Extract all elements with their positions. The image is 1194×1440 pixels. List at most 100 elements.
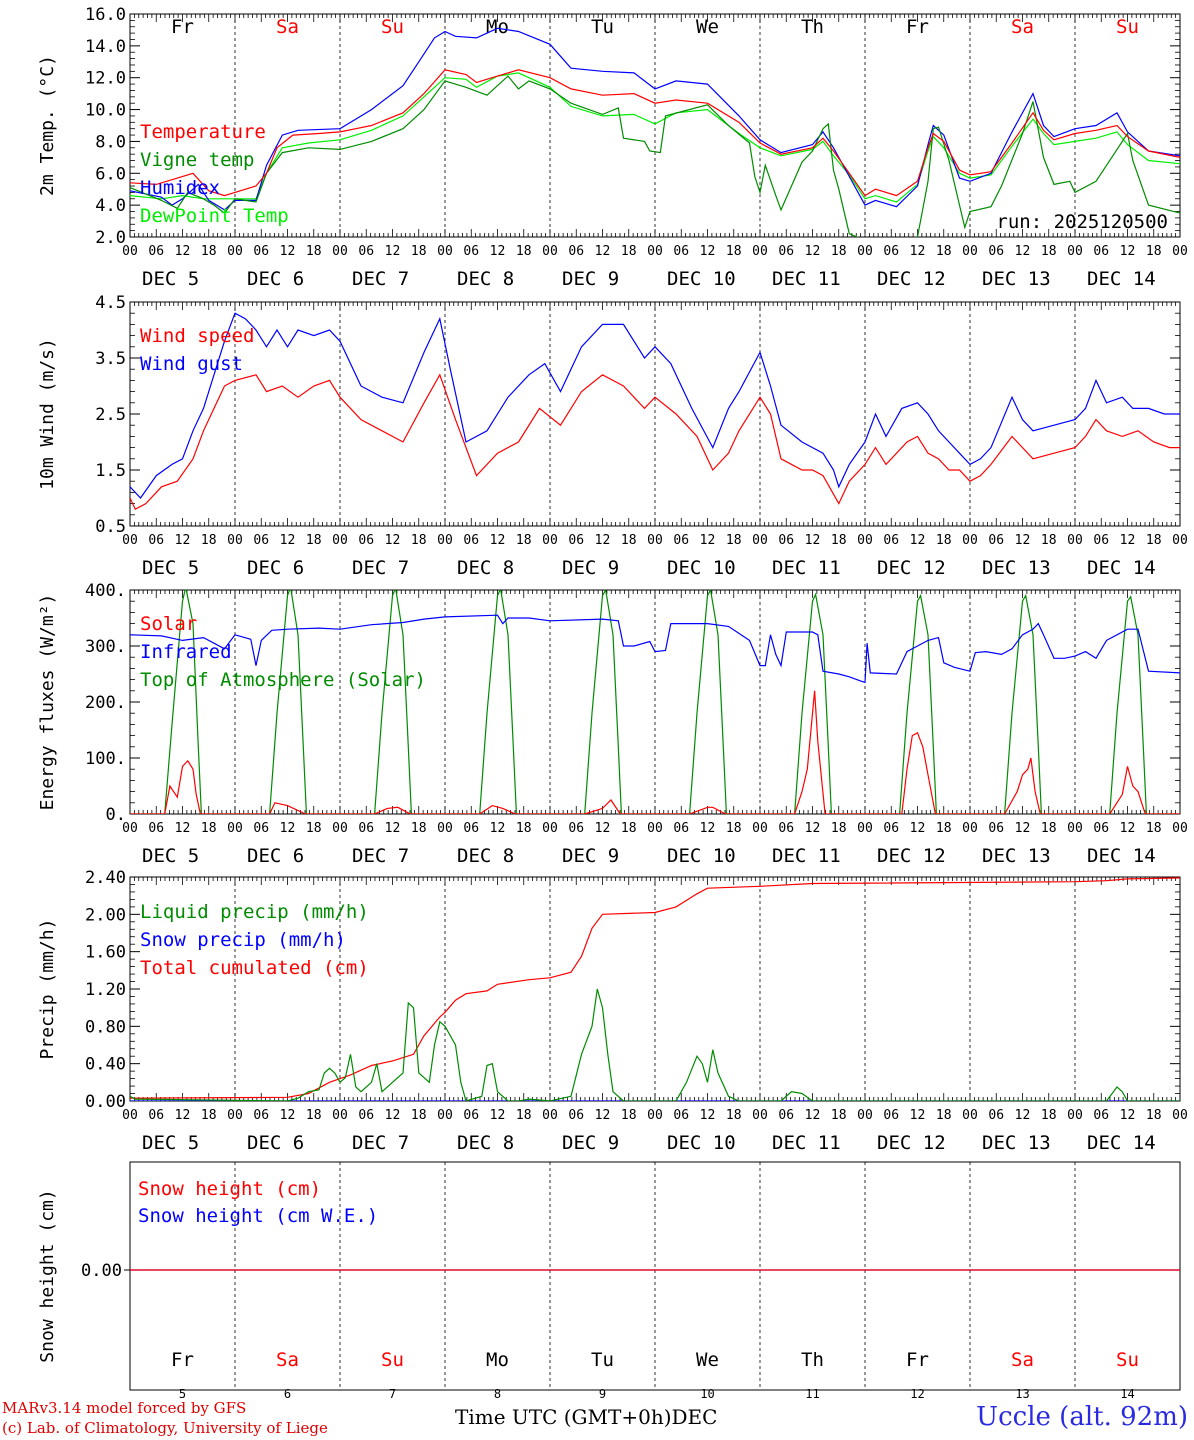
legend-entry: Wind gust [140,353,243,375]
date-label: DEC 12 [877,557,946,579]
date-label: DEC 5 [142,1132,199,1154]
date-label: DEC 14 [1087,557,1156,579]
hour-label: 06 [148,1108,164,1123]
date-label: DEC 9 [562,268,619,290]
hour-label: 18 [201,1108,217,1123]
hour-label: 12 [175,533,191,548]
hour-label: 00 [542,533,558,548]
date-label: DEC 13 [982,845,1051,867]
hour-label: 12 [490,244,506,259]
date-label: DEC 6 [247,268,304,290]
date-label: DEC 11 [772,845,841,867]
hour-label: 12 [910,244,926,259]
hour-label: 00 [857,1108,873,1123]
legend-entry: Vigne temp [140,149,254,171]
hour-label: 00 [1067,244,1083,259]
date-label: DEC 7 [352,557,409,579]
panel-5: 0.00 Fr 5 Sa 6 Su 7 Mo 8 Tu 9 We 10 Th 11 Fr 12 Sa 13 Su 14 S… [37,1161,1181,1401]
plot-frame [129,589,1181,815]
hour-label: 06 [463,1108,479,1123]
hour-label: 12 [385,1108,401,1123]
hour-label: 18 [831,533,847,548]
y-tick-label: 16.0 [85,5,126,25]
hour-label: 12 [700,244,716,259]
date-label: DEC 14 [1087,268,1156,290]
hour-label: 06 [568,533,584,548]
hour-label: 12 [280,533,296,548]
hour-label: 00 [437,821,453,836]
date-label: DEC 12 [877,845,946,867]
hour-label: 12 [805,821,821,836]
hour-label: 12 [1120,1108,1136,1123]
weekday-label: Mo [486,1349,509,1371]
hour-label: 00 [437,533,453,548]
series-line [130,690,1180,814]
legend-entry: Solar [140,613,197,635]
hour-label: 18 [516,821,532,836]
hour-label: 00 [1172,244,1188,259]
y-tick-label: 0.80 [85,1017,126,1037]
date-label: DEC 10 [667,557,736,579]
plot-frame [129,301,1181,527]
y-tick-label: 10.0 [85,101,126,121]
weekday-label: Fr [171,1349,194,1371]
hour-label: 12 [1120,244,1136,259]
hour-label: 12 [175,1108,191,1123]
date-number: 13 [1015,1387,1029,1401]
hour-label: 12 [595,821,611,836]
hour-label: 18 [726,244,742,259]
series-line [130,373,1180,511]
date-number: 7 [389,1387,396,1401]
station-name: Uccle (alt. 92m) [976,1402,1188,1432]
hour-label: 06 [883,821,899,836]
weekday-label: Su [1116,1349,1139,1371]
date-label: DEC 11 [772,557,841,579]
hour-label: 18 [201,244,217,259]
date-label: DEC 10 [667,845,736,867]
hour-label: 00 [122,1108,138,1123]
date-label: DEC 7 [352,1132,409,1154]
date-label: DEC 5 [142,268,199,290]
weekday-label: Mo [486,16,509,38]
hour-label: 06 [1093,821,1109,836]
hour-label: 18 [621,533,637,548]
time-axis-title: Time UTC (GMT+0h) [455,1405,672,1429]
legend-entry: Liquid precip (mm/h) [140,901,369,923]
hour-label: 06 [778,244,794,259]
hour-label: 18 [1041,533,1057,548]
date-number: 8 [494,1387,501,1401]
y-axis-title: Snow height (cm) [37,1189,58,1362]
hour-label: 00 [1172,821,1188,836]
hour-label: 00 [332,244,348,259]
legend-entry: Snow height (cm) [138,1178,321,1200]
date-label: DEC 8 [457,845,514,867]
hour-label: 06 [988,244,1004,259]
legend-entry: Infrared [140,641,232,663]
date-label: DEC 14 [1087,1132,1156,1154]
hour-label: 18 [726,1108,742,1123]
weekday-label: We [696,16,719,38]
y-tick-label: 1.20 [85,980,126,1000]
hour-label: 12 [385,533,401,548]
date-label: DEC 12 [877,1132,946,1154]
weekday-label: Fr [906,1349,929,1371]
hour-label: 00 [647,1108,663,1123]
weekday-label: Tu [591,16,614,38]
hour-label: 18 [201,533,217,548]
hour-label: 12 [1015,533,1031,548]
hour-label: 06 [673,1108,689,1123]
hour-label: 18 [1041,1108,1057,1123]
hour-label: 00 [227,1108,243,1123]
hour-label: 12 [175,821,191,836]
date-label: DEC 13 [982,268,1051,290]
time-axis-month: DEC [671,1405,718,1429]
series-line [130,988,1180,1101]
hour-label: 00 [227,821,243,836]
hour-label: 06 [358,821,374,836]
hour-label: 06 [358,1108,374,1123]
hour-label: 00 [122,244,138,259]
y-tick-label: 0.40 [85,1055,126,1075]
hour-label: 06 [463,244,479,259]
hour-label: 12 [280,244,296,259]
